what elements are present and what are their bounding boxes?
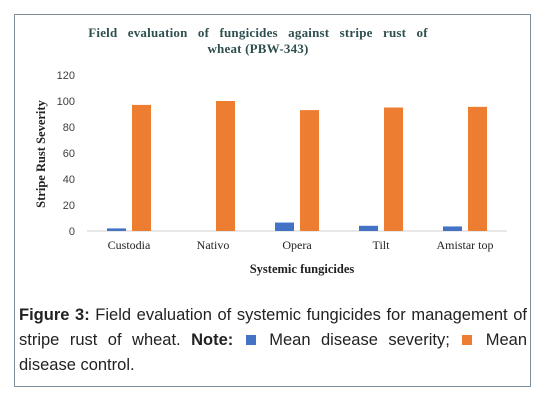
caption-text: Field evaluation of systemic fungicides … (19, 306, 527, 349)
bar-control-opera (300, 110, 319, 231)
chart-title-line-1: Field evaluation of fungicides against s… (88, 25, 428, 40)
x-tick-label: Tilt (373, 238, 391, 252)
legend-swatch-severity (245, 335, 256, 345)
y-tick-label: 20 (63, 200, 75, 212)
legend-label-severity: Mean disease severity; (258, 331, 461, 349)
bar-severity-amistar-top (443, 226, 462, 231)
figure-label: Figure 3: (19, 306, 90, 324)
bar-severity-tilt (359, 225, 378, 231)
y-axis-title: Stripe Rust Severity (34, 99, 48, 207)
legend-swatch-control (462, 335, 473, 345)
figure-panel: Field evaluation of fungicides against s… (14, 14, 531, 387)
y-tick-label: 60 (63, 148, 75, 160)
x-tick-label: Amistar top (437, 238, 494, 252)
y-tick-label: 100 (57, 96, 75, 108)
note-label: Note: (191, 331, 234, 349)
bar-severity-opera (275, 222, 294, 231)
bar-control-amistar-top (468, 106, 487, 231)
bar-control-tilt (384, 107, 403, 231)
y-axis-ticks: 0 20 40 60 80 100 120 (57, 70, 75, 238)
x-tick-label: Custodia (108, 238, 151, 252)
x-tick-label: Nativo (197, 238, 230, 252)
y-tick-label: 40 (63, 174, 75, 186)
bar-control-nativo (216, 101, 235, 231)
y-tick-label: 0 (69, 226, 75, 238)
legend-label-control: Mean disease control. (19, 331, 527, 374)
chart-area: Field evaluation of fungicides against s… (17, 17, 528, 302)
y-tick-label: 80 (63, 122, 75, 134)
bar-severity-custodia (107, 228, 126, 231)
x-axis-title: Systemic fungicides (250, 262, 355, 276)
bar-chart: Field evaluation of fungicides against s… (34, 25, 507, 276)
figure-caption: Figure 3: Field evaluation of systemic f… (19, 303, 527, 378)
bar-control-custodia (132, 104, 151, 231)
chart-title-line-2: wheat (PBW-343) (207, 41, 308, 56)
bars-group (107, 101, 487, 231)
x-axis-categories: Custodia Nativo Opera Tilt Amistar top (108, 238, 494, 252)
y-tick-label: 120 (57, 70, 75, 82)
x-tick-label: Opera (282, 238, 312, 252)
